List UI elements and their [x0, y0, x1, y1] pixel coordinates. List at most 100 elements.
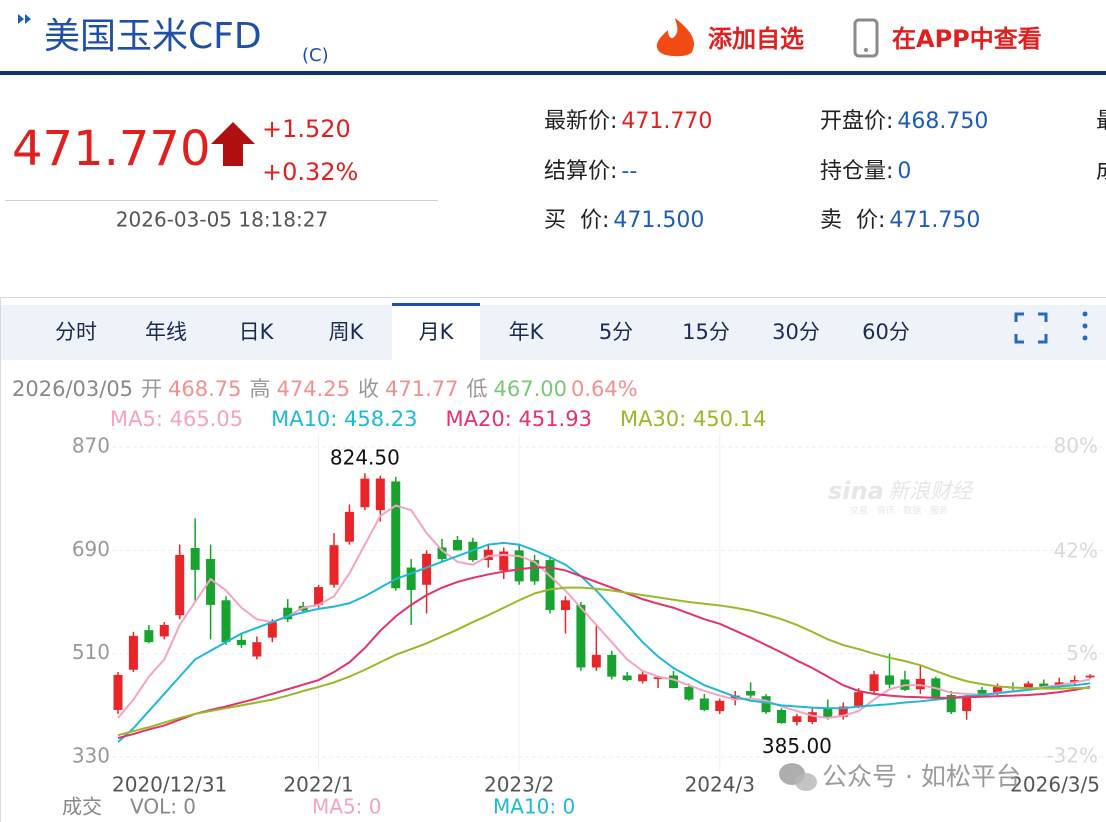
- tab[interactable]: 周K: [329, 320, 365, 344]
- sina-logo: sina: [828, 477, 884, 505]
- info-value: 468.750: [897, 109, 988, 134]
- tab[interactable]: 15分: [682, 320, 730, 344]
- info-value: 471.770: [621, 109, 712, 134]
- change-pct: +0.32%: [262, 158, 358, 186]
- change: +1.520: [262, 115, 351, 143]
- tab[interactable]: 5分: [599, 320, 633, 344]
- candle-body: [1039, 683, 1049, 689]
- candle-body: [576, 604, 586, 668]
- candle-body: [514, 550, 524, 582]
- ohlc-value: 474.25: [277, 377, 350, 401]
- open-app[interactable]: 在APP中查看: [853, 18, 1042, 58]
- fullscreen-icon[interactable]: [1014, 312, 1048, 344]
- candle-body: [946, 695, 956, 713]
- add-watchlist[interactable]: 添加自选: [656, 18, 804, 57]
- x-tick-label: 2022/1: [283, 773, 353, 797]
- info-value: --: [621, 159, 637, 184]
- info-label: 开盘价:: [820, 109, 893, 134]
- more-icon[interactable]: [1082, 311, 1088, 341]
- ohlc-bar: 2026/03/05 开 468.75 高 474.25 收 471.77 低 467.00 0.…: [12, 377, 638, 401]
- candle-body: [329, 545, 339, 585]
- y2-tick-label: -32%: [1046, 744, 1098, 768]
- candle-body: [746, 690, 756, 696]
- wechat-watermark: 公众号 · 如松平台: [779, 762, 1021, 791]
- x-tick-label: 2020/12/31: [112, 773, 227, 797]
- candle-body: [530, 560, 540, 582]
- ma-legend-item: MA20: 451.93: [446, 407, 592, 431]
- candle-body: [314, 587, 324, 605]
- more-dot[interactable]: [1082, 323, 1088, 329]
- candle-body: [977, 689, 987, 694]
- candle-body: [344, 511, 354, 542]
- fullscreen-path[interactable]: [1014, 312, 1048, 344]
- candle-body: [437, 547, 447, 559]
- quote-rule: [5, 200, 438, 201]
- ohlc-value: 471.77: [385, 377, 458, 401]
- info-label: 结算价:: [544, 159, 617, 184]
- volume-label: 成交: [62, 795, 102, 819]
- ohlc-label: 收: [358, 377, 379, 401]
- candle-body: [252, 642, 262, 657]
- tab[interactable]: 年K: [509, 320, 545, 344]
- info-label: 买 价:: [544, 208, 609, 233]
- y-tick-label: 870: [72, 434, 110, 458]
- candle-body: [144, 630, 154, 643]
- candle-body: [869, 674, 879, 691]
- tab[interactable]: 日K: [239, 320, 275, 344]
- info-value: 471.750: [889, 208, 980, 233]
- tab-selected-bar: [392, 303, 480, 306]
- candle-body: [452, 540, 462, 551]
- info-label: 最新价:: [544, 109, 617, 134]
- info-label: 成: [1096, 159, 1106, 184]
- plot: 330 510 690 870 -32% 5% 42% 80% 2020/12/31 2022/1…: [72, 434, 1106, 797]
- y2-tick-label: 42%: [1054, 539, 1098, 563]
- more-dot[interactable]: [1082, 311, 1088, 317]
- tab[interactable]: 月K: [419, 320, 455, 344]
- info-label: 持仓量:: [820, 159, 893, 184]
- candle-body: [699, 698, 709, 710]
- info-item: 持仓量: 0: [820, 159, 911, 184]
- ma-legend-item: MA10: 458.23: [271, 407, 417, 431]
- tab[interactable]: 60分: [862, 320, 910, 344]
- candle-body: [807, 712, 817, 722]
- candle-body: [854, 692, 864, 707]
- x-tick-label: 2024/3: [685, 773, 755, 797]
- candle-body: [375, 478, 385, 511]
- candle-body: [391, 481, 401, 589]
- candle-body: [715, 700, 725, 712]
- candle-body: [1085, 675, 1095, 678]
- tab[interactable]: 年线: [145, 320, 187, 344]
- candle-body: [993, 686, 1003, 693]
- y-tick-label: 330: [72, 744, 110, 768]
- header-rule: [0, 71, 1106, 75]
- tab[interactable]: 分时: [55, 320, 97, 344]
- phone-icon: [853, 18, 879, 58]
- tab[interactable]: 30分: [772, 320, 820, 344]
- candle-body: [885, 675, 894, 685]
- candle-body: [360, 478, 370, 508]
- candle-body: [668, 675, 678, 689]
- candle-body: [175, 554, 185, 616]
- candle-body: [591, 654, 601, 668]
- candle-body: [1023, 683, 1033, 689]
- tab-selected[interactable]: [392, 305, 480, 361]
- more-dot[interactable]: [1082, 335, 1088, 341]
- candle-body: [236, 639, 246, 646]
- volume-ma10: MA10: 0: [493, 795, 575, 819]
- add-watchlist-label[interactable]: 添加自选: [708, 25, 804, 53]
- candle-body: [838, 706, 848, 717]
- candle-body: [406, 567, 416, 590]
- x-tick-label: 2023/2: [484, 773, 554, 797]
- candle-body: [221, 600, 231, 643]
- ma-line: [117, 586, 1091, 737]
- open-app-label[interactable]: 在APP中查看: [892, 25, 1042, 53]
- sina-name: 新浪财经: [888, 479, 974, 503]
- info-label: 卖 价:: [820, 208, 885, 233]
- ma-legend-item: MA30: 450.14: [620, 407, 766, 431]
- wechat-icon: [795, 773, 817, 791]
- ohlc-label: 低: [467, 377, 488, 401]
- candle-body: [560, 600, 570, 611]
- phone-icon-dot: [864, 48, 868, 52]
